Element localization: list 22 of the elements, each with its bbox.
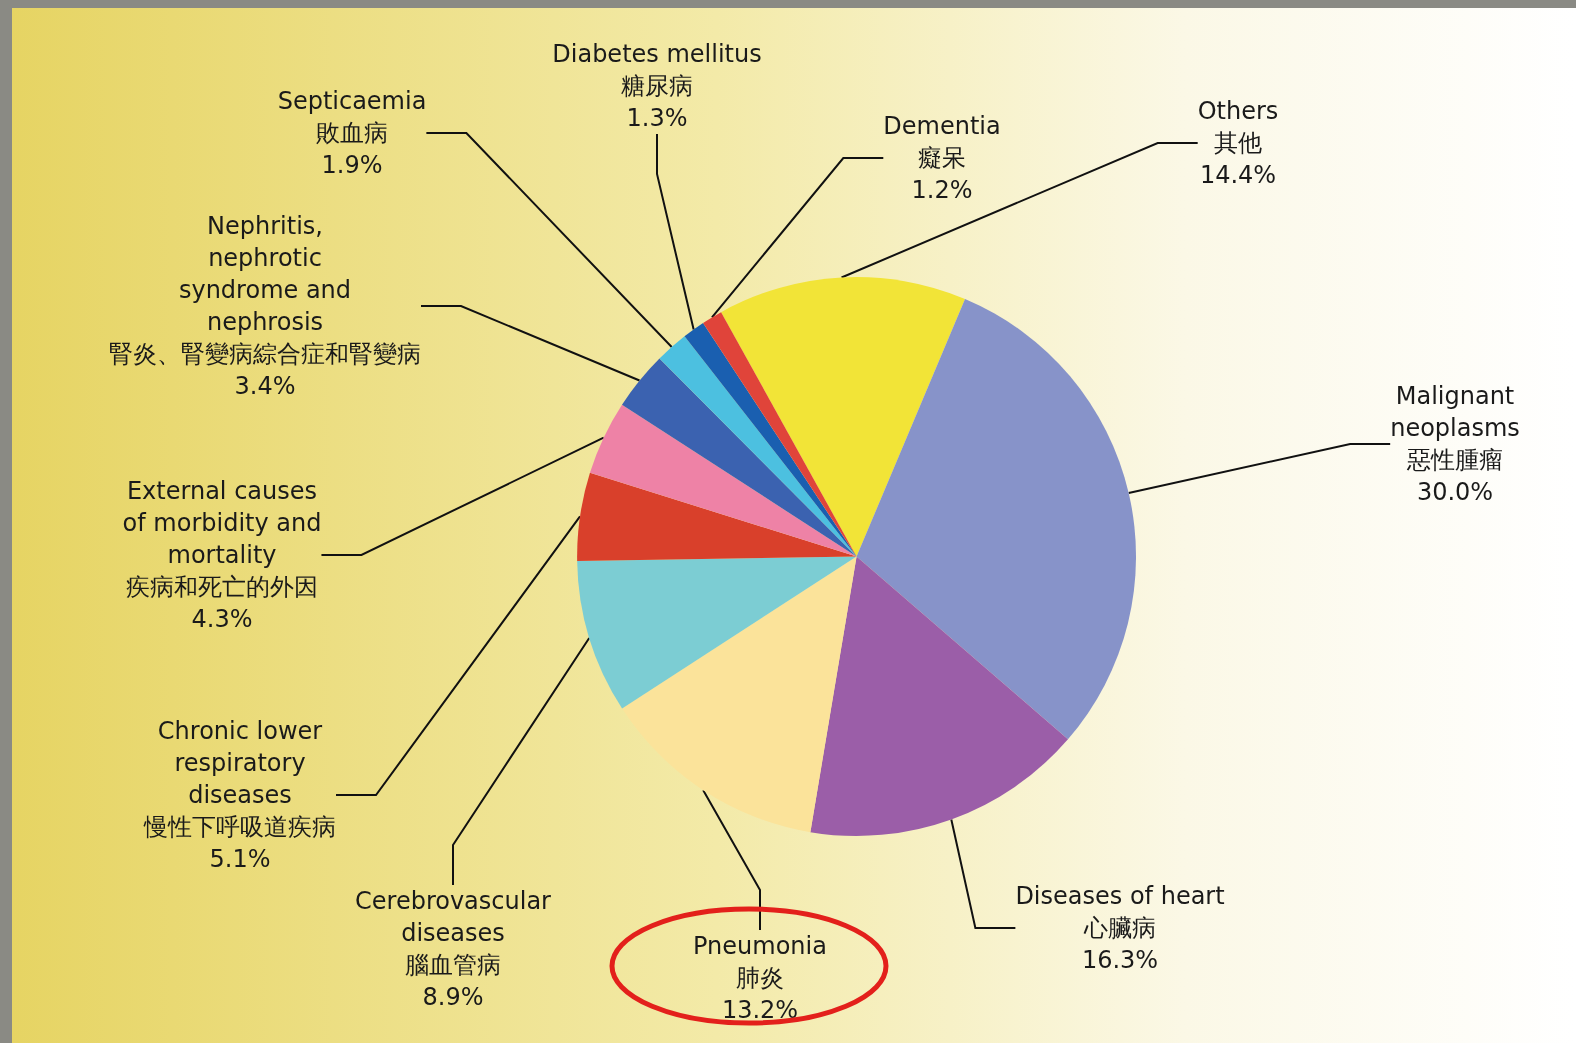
data-label: 16.3%: [1081, 946, 1159, 974]
data-label: 8.9%: [422, 983, 484, 1011]
data-label: 14.4%: [1199, 161, 1277, 189]
slice-label: Septicaemia 敗血病: [277, 87, 427, 147]
slice-label: Others 其他: [1197, 97, 1279, 157]
slice-label: Dementia 癡呆: [883, 112, 1001, 172]
data-label: 5.1%: [209, 845, 271, 873]
data-label: 1.9%: [321, 151, 383, 179]
slice-label: Chronic lower respiratory diseases 慢性下呼吸道疾病: [143, 717, 336, 841]
slice-label: Cerebrovascular diseases 腦血管病: [355, 887, 552, 979]
data-label: 3.4%: [234, 372, 296, 400]
data-label: 1.3%: [626, 104, 688, 132]
slice-label: Diseases of heart 心臟病: [1015, 882, 1225, 942]
data-label: 13.2%: [721, 996, 799, 1024]
data-label: 1.2%: [911, 176, 973, 204]
data-label: 30.0%: [1416, 478, 1494, 506]
slice-label: External causes of morbidity and mortality 疾病和死亡的外因: [122, 477, 322, 601]
data-label: 4.3%: [191, 605, 253, 633]
slice-label: Nephritis, nephrotic syndrome and nephrosis 腎炎、腎變病綜合症和腎變病: [109, 212, 421, 368]
slice-label: Diabetes mellitus 糖尿病: [552, 40, 762, 100]
slice-label: Pneumonia 肺炎: [693, 932, 827, 992]
slice-label: Malignant neoplasms 惡性腫瘤: [1390, 382, 1520, 474]
